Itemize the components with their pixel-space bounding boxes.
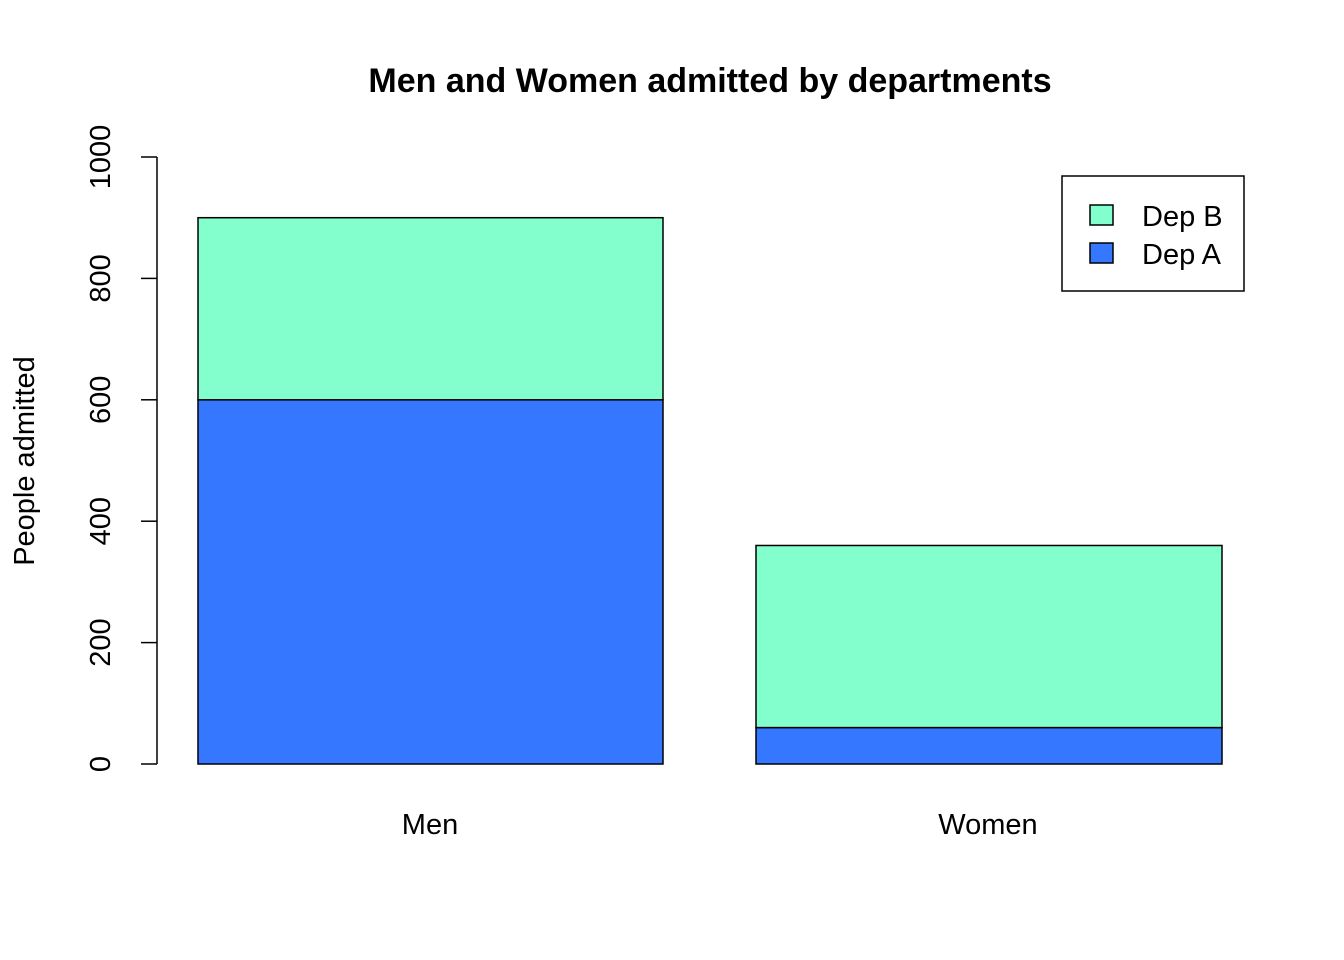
x-tick-label: Men — [402, 809, 458, 841]
y-tick-label: 600 — [85, 376, 117, 424]
legend-swatch — [1089, 204, 1114, 226]
y-axis: 0 200 400 600 800 1000 — [85, 125, 158, 772]
y-tick-label: 200 — [85, 618, 117, 666]
bar-men-dep-a — [197, 399, 664, 765]
y-tick-label: 800 — [85, 254, 117, 302]
bar-women-dep-a — [755, 726, 1223, 765]
legend-entry: Dep A — [1142, 239, 1222, 271]
bar-men-dep-b — [197, 216, 664, 401]
x-tick-label: Women — [938, 809, 1037, 841]
legend-box — [1061, 175, 1245, 292]
bars — [197, 216, 1223, 765]
y-tick-label: 400 — [85, 497, 117, 545]
chart-title: Men and Women admitted by departments — [368, 62, 1051, 100]
legend: Dep B Dep A — [1061, 175, 1245, 292]
y-tick-label: 0 — [85, 756, 117, 772]
legend-entry: Dep B — [1142, 201, 1223, 233]
y-tick-label: 1000 — [85, 125, 117, 190]
x-tick-labels: Men Women — [402, 809, 1038, 841]
legend-swatch — [1089, 242, 1114, 264]
y-axis-label: People admitted — [9, 356, 41, 566]
bar-women-dep-b — [755, 544, 1223, 729]
